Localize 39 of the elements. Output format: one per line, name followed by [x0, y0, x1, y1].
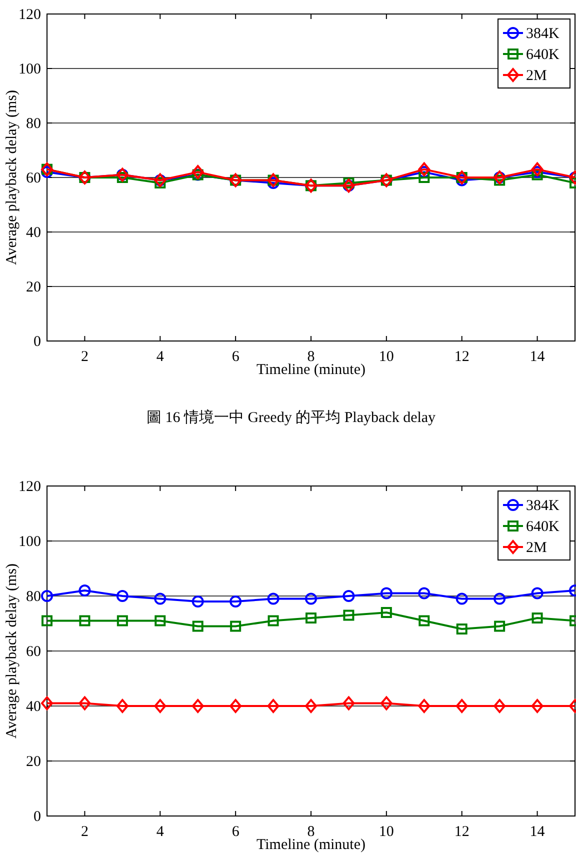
x-tick-label: 4	[156, 824, 164, 840]
y-axis-title: Average playback delay (ms)	[4, 90, 20, 266]
y-tick-label: 0	[34, 809, 41, 825]
y-tick-label: 0	[34, 334, 41, 350]
x-tick-label: 14	[530, 349, 546, 365]
x-axis-title: Timeline (minute)	[256, 837, 366, 853]
x-tick-label: 8	[307, 824, 315, 840]
y-tick-label: 60	[26, 644, 41, 660]
x-tick-label: 2	[80, 824, 88, 840]
legend-label: 2M	[526, 540, 547, 556]
y-tick-label: 40	[26, 699, 41, 715]
legend-label: 384K	[526, 498, 560, 514]
x-tick-label: 8	[307, 349, 315, 365]
x-tick-label: 14	[530, 824, 546, 840]
x-tick-label: 6	[232, 349, 240, 365]
y-tick-label: 100	[18, 534, 41, 550]
x-tick-label: 2	[80, 349, 88, 365]
y-axis-title: Average playback delay (ms)	[4, 563, 20, 739]
y-tick-label: 80	[26, 116, 41, 132]
x-tick-label: 6	[232, 824, 240, 840]
y-tick-label: 60	[26, 170, 41, 186]
legend-label: 2M	[526, 68, 547, 84]
x-tick-label: 4	[156, 349, 164, 365]
y-tick-label: 20	[26, 754, 41, 770]
caption: 圖 16 情境一中 Greedy 的平均 Playback delay	[146, 409, 436, 426]
y-tick-label: 120	[18, 7, 41, 23]
x-tick-label: 12	[454, 824, 470, 840]
y-tick-label: 80	[26, 589, 41, 605]
y-tick-label: 120	[18, 479, 41, 495]
y-tick-label: 100	[18, 62, 41, 78]
x-tick-label: 10	[378, 349, 394, 365]
x-axis-title: Timeline (minute)	[256, 362, 366, 378]
x-tick-label: 10	[378, 824, 394, 840]
y-tick-label: 20	[26, 280, 41, 296]
x-tick-label: 12	[454, 349, 470, 365]
legend-label: 640K	[526, 47, 560, 63]
y-tick-label: 40	[26, 225, 41, 241]
legend-label: 640K	[526, 519, 560, 535]
legend-label: 384K	[526, 26, 560, 42]
